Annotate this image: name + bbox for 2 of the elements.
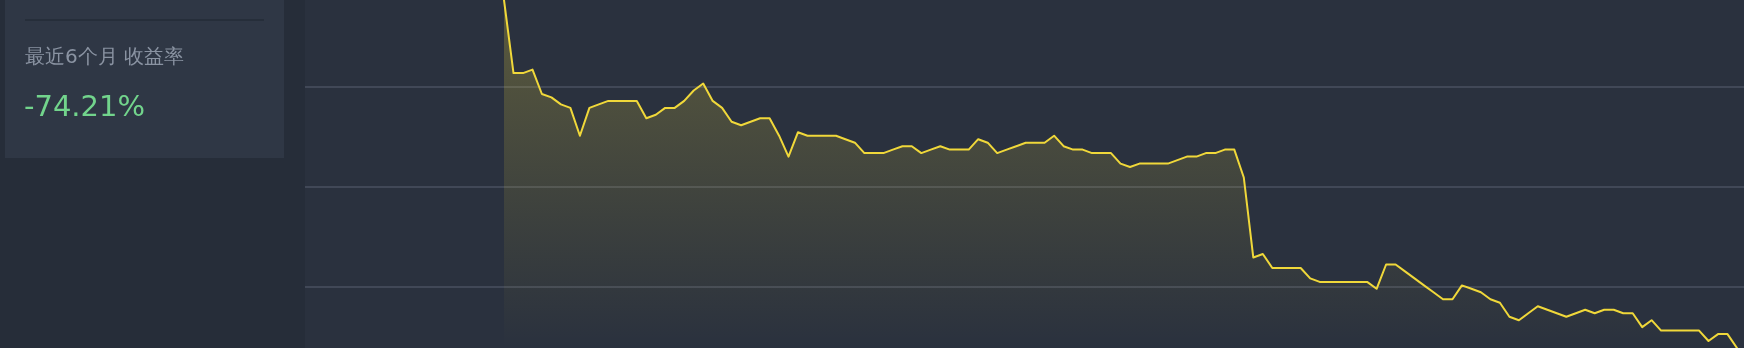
text: 最近6个月 收益率 bbox=[25, 44, 185, 68]
text: -74.21% bbox=[24, 89, 146, 123]
